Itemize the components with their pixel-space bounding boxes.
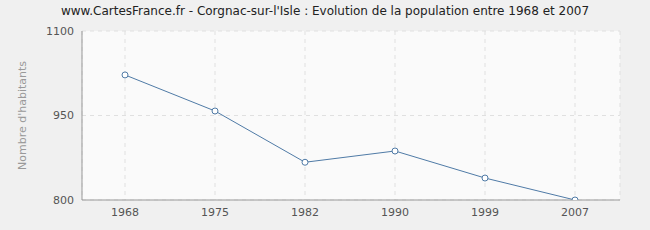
- svg-text:1100: 1100: [46, 25, 74, 38]
- html-text:www.CartesFrance.fr - Corgnac-: www.CartesFrance.fr - Corgnac-sur-l'Isle…: [60, 4, 590, 18]
- svg-text:1968: 1968: [111, 206, 139, 219]
- svg-text:1990: 1990: [381, 206, 409, 219]
- svg-text:800: 800: [53, 194, 74, 207]
- svg-text:1982: 1982: [291, 206, 319, 219]
- svg-text:1999: 1999: [471, 206, 499, 219]
- svg-text:1975: 1975: [201, 206, 229, 219]
- svg-text:Nombre d'habitants: Nombre d'habitants: [16, 61, 29, 170]
- svg-text:950: 950: [53, 109, 74, 122]
- svg-text:2007: 2007: [561, 206, 589, 219]
